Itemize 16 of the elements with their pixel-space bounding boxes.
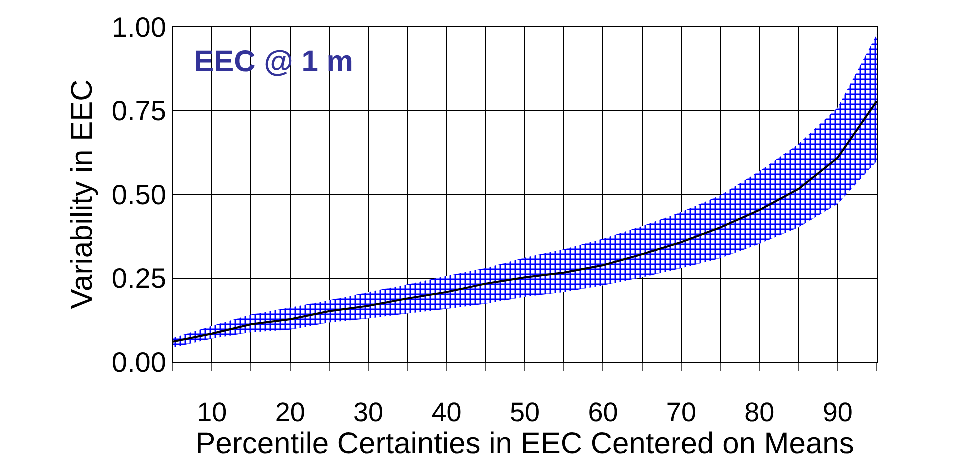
x-tick-label: 70 [666,397,696,428]
x-tick-label: 20 [275,397,306,428]
y-tick-label: 0.25 [112,263,166,294]
x-axis-title: Percentile Certainties in EEC Centered on Means [196,427,854,460]
y-tick-label: 0.75 [112,96,166,127]
x-tick-label: 10 [197,397,228,428]
x-tick-label: 80 [744,397,775,428]
x-tick-label: 90 [822,397,853,428]
y-tick-label: 0.00 [112,346,166,378]
x-tick-label: 40 [432,397,462,428]
x-tick-label: 60 [588,397,618,428]
y-tick-label: 0.50 [112,179,166,210]
y-axis-title: Variability in EEC [66,80,99,310]
x-tick-label: 50 [510,397,540,428]
y-tick-label: 1.00 [112,12,166,43]
x-tick-label: 30 [354,397,384,428]
